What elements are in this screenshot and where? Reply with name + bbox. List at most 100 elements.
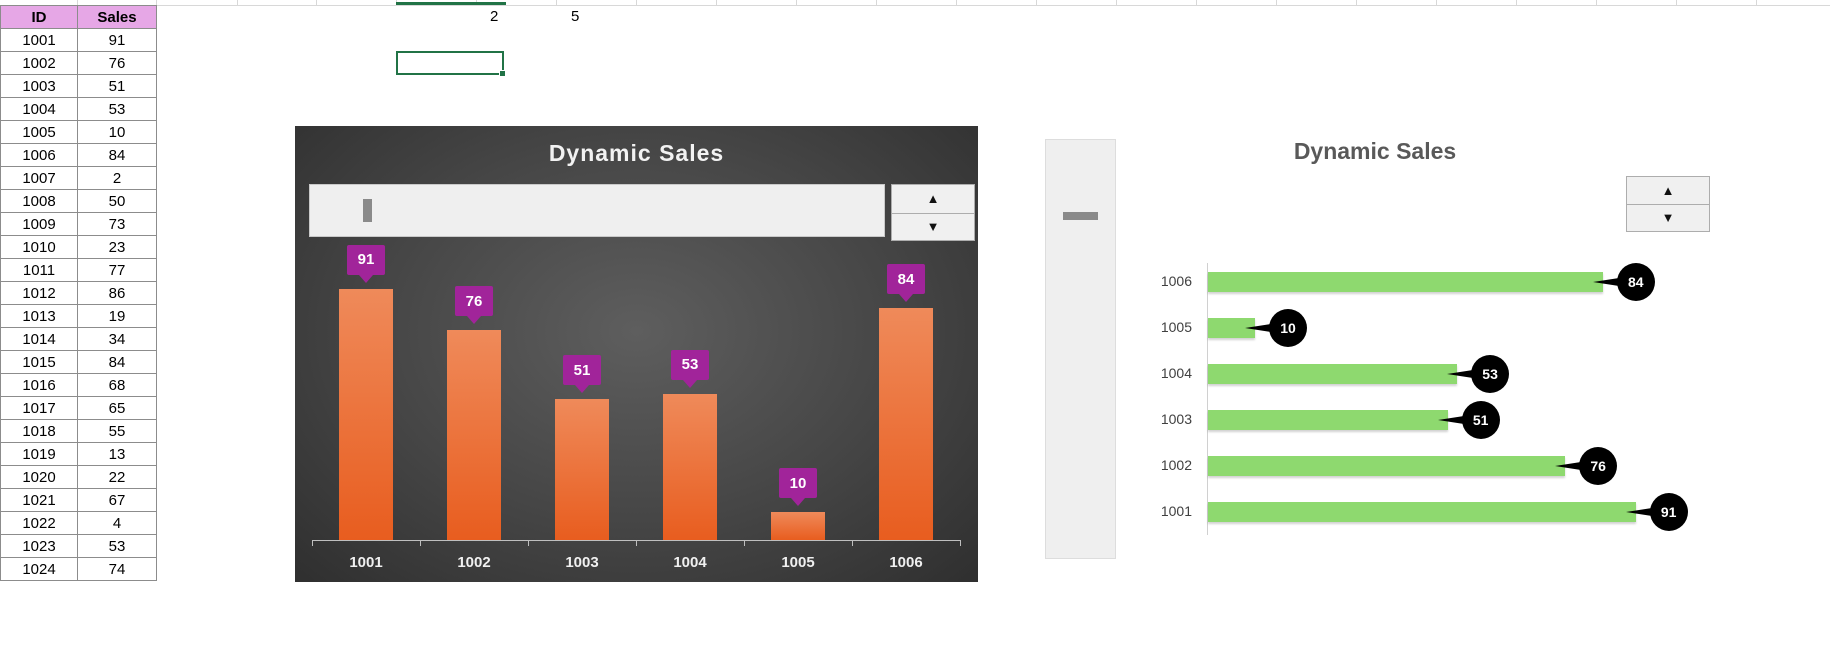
x-axis-tick (420, 540, 421, 546)
sales-cell[interactable]: 53 (77, 97, 157, 121)
id-cell[interactable]: 1012 (0, 281, 78, 305)
id-cell[interactable]: 1024 (0, 557, 78, 581)
id-cell[interactable]: 1023 (0, 534, 78, 558)
spin-button[interactable]: ▲ ▼ (891, 184, 975, 241)
id-cell[interactable]: 1011 (0, 258, 78, 282)
id-cell[interactable]: 1008 (0, 189, 78, 213)
bar-1005[interactable] (771, 512, 825, 540)
table-row: 1004 53 (0, 97, 157, 121)
x-tick-label-1004: 1004 (673, 554, 707, 571)
id-cell[interactable]: 1007 (0, 166, 78, 190)
dynamic-sales-column-chart[interactable]: Dynamic Sales ▲ ▼ 91 1001 76 1002 51 1003 53 10… (295, 126, 978, 582)
spin-up-button[interactable]: ▲ (1627, 177, 1709, 205)
scrollbar-thumb[interactable] (363, 199, 372, 222)
id-cell[interactable]: 1006 (0, 143, 78, 167)
sales-cell[interactable]: 22 (77, 465, 157, 489)
sales-cell[interactable]: 84 (77, 350, 157, 374)
data-label-1006: 84 (1592, 263, 1655, 301)
id-cell[interactable]: 1002 (0, 51, 78, 75)
bar-1002[interactable] (1208, 456, 1566, 476)
sales-cell[interactable]: 51 (77, 74, 157, 98)
table-row: 1018 55 (0, 419, 157, 443)
id-cell[interactable]: 1014 (0, 327, 78, 351)
x-axis-tick (636, 540, 637, 546)
id-cell[interactable]: 1010 (0, 235, 78, 259)
id-cell[interactable]: 1016 (0, 373, 78, 397)
header-id[interactable]: ID (0, 5, 78, 29)
y-axis-line (1207, 263, 1208, 535)
table-row: 1014 34 (0, 327, 157, 351)
spin-up-button[interactable]: ▲ (892, 185, 974, 214)
cell-value-b[interactable]: 5 (571, 8, 580, 25)
id-cell[interactable]: 1022 (0, 511, 78, 535)
table-row: 1002 76 (0, 51, 157, 75)
sales-cell[interactable]: 76 (77, 51, 157, 75)
sales-cell[interactable]: 68 (77, 373, 157, 397)
vertical-scrollbar[interactable] (1045, 139, 1116, 559)
bar-1004[interactable] (1208, 364, 1458, 384)
bar-1003[interactable] (555, 399, 609, 540)
sales-cell[interactable]: 2 (77, 166, 157, 190)
id-cell[interactable]: 1020 (0, 465, 78, 489)
bar-1006[interactable] (1208, 272, 1603, 292)
sales-cell[interactable]: 50 (77, 189, 157, 213)
cell-value-a[interactable]: 2 (490, 8, 499, 25)
table-row: 1011 77 (0, 258, 157, 282)
id-cell[interactable]: 1017 (0, 396, 78, 420)
scrollbar-thumb[interactable] (1063, 212, 1098, 220)
spin-down-button[interactable]: ▼ (1627, 204, 1709, 231)
y-tick-label-1001: 1001 (1160, 503, 1192, 519)
data-label-1003: 51 (563, 355, 601, 394)
bar-1003[interactable] (1208, 410, 1448, 430)
spin-button[interactable]: ▲ ▼ (1626, 176, 1710, 232)
x-axis-tick (528, 540, 529, 546)
table-row: 1001 91 (0, 28, 157, 52)
sales-cell[interactable]: 84 (77, 143, 157, 167)
data-label-1004: 53 (1447, 355, 1510, 393)
id-cell[interactable]: 1001 (0, 28, 78, 52)
chart-title: Dynamic Sales (548, 140, 725, 166)
id-cell[interactable]: 1009 (0, 212, 78, 236)
horizontal-scrollbar[interactable] (309, 184, 885, 237)
triangle-up-icon: ▲ (1661, 183, 1675, 198)
id-cell[interactable]: 1019 (0, 442, 78, 466)
id-cell[interactable]: 1015 (0, 350, 78, 374)
sales-cell[interactable]: 13 (77, 442, 157, 466)
data-label-1001: 91 (347, 244, 385, 283)
table-row: 1016 68 (0, 373, 157, 397)
sales-cell[interactable]: 23 (77, 235, 157, 259)
fill-handle[interactable] (499, 70, 506, 77)
table-row: 1019 13 (0, 442, 157, 466)
sales-cell[interactable]: 77 (77, 258, 157, 282)
spin-down-button[interactable]: ▼ (892, 213, 974, 241)
bar-1005[interactable] (1208, 318, 1255, 338)
sales-cell[interactable]: 34 (77, 327, 157, 351)
id-cell[interactable]: 1003 (0, 74, 78, 98)
active-cell[interactable] (396, 51, 506, 77)
sales-cell[interactable]: 10 (77, 120, 157, 144)
table-row: 1017 65 (0, 396, 157, 420)
sales-cell[interactable]: 53 (77, 534, 157, 558)
id-cell[interactable]: 1004 (0, 97, 78, 121)
bar-1004[interactable] (663, 393, 717, 540)
sales-cell[interactable]: 73 (77, 212, 157, 236)
header-sales[interactable]: Sales (77, 5, 157, 29)
bar-1006[interactable] (879, 308, 933, 540)
x-axis-tick (960, 540, 961, 546)
id-cell[interactable]: 1021 (0, 488, 78, 512)
bar-1002[interactable] (447, 330, 501, 540)
sales-cell[interactable]: 74 (77, 557, 157, 581)
sales-cell[interactable]: 67 (77, 488, 157, 512)
sales-cell[interactable]: 4 (77, 511, 157, 535)
x-axis-tick (312, 540, 313, 546)
sales-cell[interactable]: 86 (77, 281, 157, 305)
sales-cell[interactable]: 65 (77, 396, 157, 420)
bar-1001[interactable] (1208, 502, 1636, 522)
sales-cell[interactable]: 91 (77, 28, 157, 52)
sales-cell[interactable]: 55 (77, 419, 157, 443)
id-cell[interactable]: 1005 (0, 120, 78, 144)
id-cell[interactable]: 1018 (0, 419, 78, 443)
bar-1001[interactable] (339, 288, 393, 540)
id-cell[interactable]: 1013 (0, 304, 78, 328)
sales-cell[interactable]: 19 (77, 304, 157, 328)
